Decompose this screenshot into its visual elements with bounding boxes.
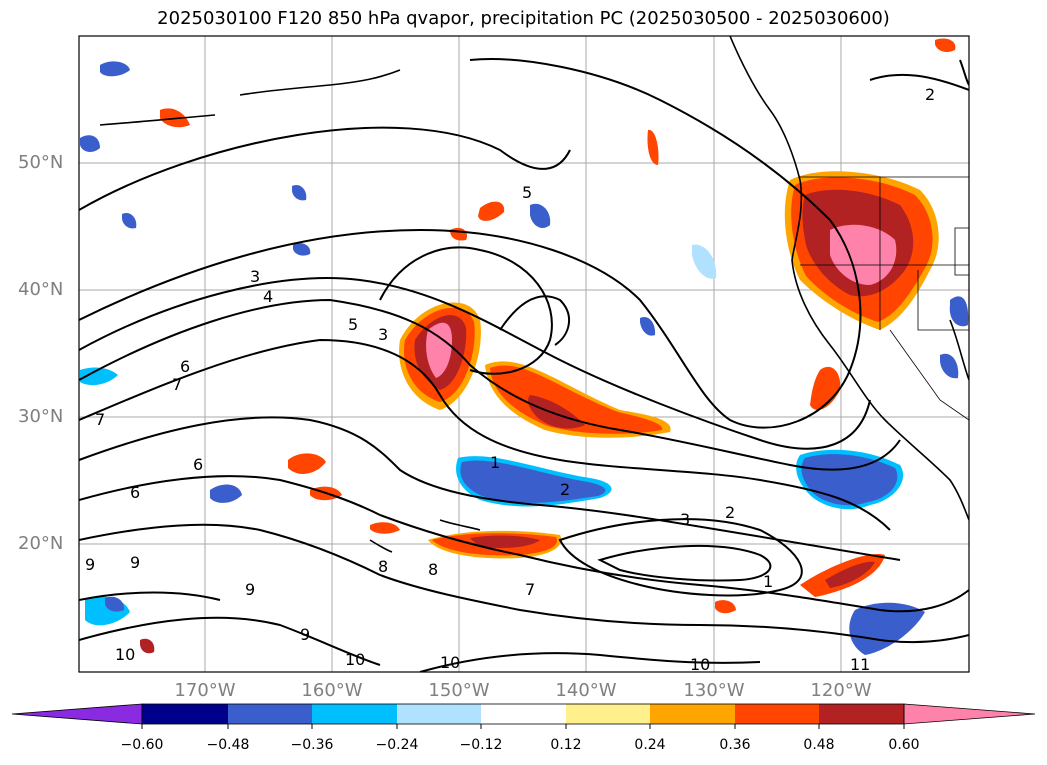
contour-label: 7 — [172, 375, 182, 394]
contour-label: 3 — [680, 510, 690, 529]
colorbar-tick-label: 0.24 — [634, 737, 666, 753]
contour-label: 6 — [180, 357, 190, 376]
colorbar-segment — [228, 704, 312, 724]
contour-label: 10 — [690, 655, 710, 674]
lon-label-150w: 150°W — [428, 680, 490, 701]
lon-label-160w: 160°W — [301, 680, 363, 701]
colorbar-tick-label: −0.60 — [120, 737, 164, 753]
contour-label: 3 — [250, 267, 260, 286]
lon-label-120w: 120°W — [810, 680, 872, 701]
contour-label: 8 — [428, 560, 438, 579]
lon-label-130w: 130°W — [683, 680, 745, 701]
contour-label: 1 — [763, 572, 773, 591]
colorbar-segment — [566, 704, 650, 724]
contour-label: 9 — [130, 553, 140, 572]
colorbar-lower-extend — [11, 703, 143, 725]
map-frame — [78, 35, 970, 673]
contour-label: 2 — [560, 480, 570, 499]
contour-label: 9 — [85, 555, 95, 574]
colorbar — [11, 703, 1036, 729]
lon-label-140w: 140°W — [555, 680, 617, 701]
colorbar-tick-label: −0.36 — [290, 737, 334, 753]
contour-label: 10 — [440, 653, 460, 672]
contour-label: 10 — [115, 645, 135, 664]
colorbar-segment — [397, 704, 481, 724]
map-title: 2025030100 F120 850 hPa qvapor, precipit… — [157, 8, 890, 29]
contour-label: 7 — [525, 580, 535, 599]
colorbar-tick-label: 0.60 — [888, 737, 920, 753]
contour-label: 3 — [378, 325, 388, 344]
lat-label-20n: 20°N — [18, 533, 64, 554]
colorbar-segment — [735, 704, 819, 724]
contour-label: 6 — [130, 483, 140, 502]
precip-negative-areas — [80, 61, 969, 655]
contour-label: 10 — [345, 650, 365, 669]
lat-label-40n: 40°N — [18, 279, 64, 300]
colorbar-segment — [481, 704, 566, 724]
contour-label: 1 — [490, 453, 500, 472]
contour-label: 4 — [263, 287, 273, 306]
colorbar-tick-label: 0.36 — [719, 737, 751, 753]
colorbar-tick-label: 0.48 — [803, 737, 835, 753]
colorbar-tick-label: −0.24 — [375, 737, 419, 753]
colorbar-tick-label: −0.12 — [459, 737, 503, 753]
contour-label: 9 — [245, 580, 255, 599]
coastlines — [99, 36, 969, 553]
borders — [800, 176, 969, 421]
colorbar-segment — [142, 704, 228, 724]
contour-label: 2 — [725, 503, 735, 522]
contour-label: 5 — [348, 315, 358, 334]
colorbar-tick-label: 0.12 — [550, 737, 582, 753]
contour-label: 7 — [95, 410, 105, 429]
lon-label-170w: 170°W — [174, 680, 236, 701]
contour-label: 11 — [850, 655, 870, 674]
contour-label: 8 — [378, 557, 388, 576]
qvapor-contours — [79, 58, 969, 672]
contour-label: 9 — [300, 625, 310, 644]
precip-positive-areas — [140, 38, 956, 654]
contour-label: 5 — [522, 183, 532, 202]
map-background — [79, 36, 969, 672]
colorbar-tick-label: −0.48 — [206, 737, 250, 753]
colorbar-upper-extend — [903, 703, 1036, 725]
lat-label-30n: 30°N — [18, 406, 64, 427]
colorbar-segment — [650, 704, 735, 724]
contour-labels: 1 1 2 2 2 3 3 3 4 5 5 6 6 6 7 7 7 8 8 9 … — [85, 85, 935, 674]
contour-label: 6 — [193, 455, 203, 474]
colorbar-segment — [819, 704, 904, 724]
colorbar-segment — [312, 704, 397, 724]
lat-label-50n: 50°N — [18, 152, 64, 173]
contour-label: 2 — [925, 85, 935, 104]
